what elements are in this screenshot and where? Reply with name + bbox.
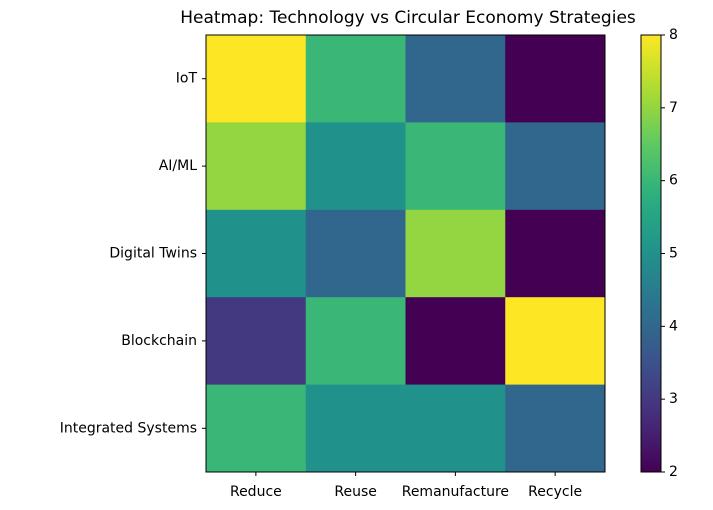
heatmap-cell — [305, 209, 406, 298]
colorbar-tick-label: 2 — [669, 464, 678, 480]
colorbar-tick-label: 7 — [669, 100, 678, 116]
heatmap-cell — [405, 384, 506, 473]
heatmap-cell — [206, 209, 307, 298]
colorbar — [640, 34, 662, 473]
chart-title: Heatmap: Technology vs Circular Economy … — [180, 8, 636, 28]
colorbar-tick-label: 8 — [669, 27, 678, 43]
heatmap-cell — [305, 35, 406, 123]
y-tick-label: Integrated Systems — [60, 420, 197, 436]
colorbar-tick-label: 5 — [669, 246, 678, 262]
heatmap-cell — [505, 209, 606, 298]
colorbar-tick-label: 4 — [669, 318, 678, 334]
heatmap-cell — [405, 297, 506, 386]
heatmap-cell — [505, 297, 606, 386]
heatmap-cell — [305, 122, 406, 211]
heatmap-cell — [206, 35, 307, 123]
heatmap-cell — [405, 122, 506, 211]
heatmap-cell — [505, 35, 606, 123]
x-tick-label: Recycle — [528, 484, 582, 500]
heatmap-cell — [206, 384, 307, 473]
y-tick-label: Digital Twins — [109, 246, 197, 262]
heatmap-cell — [305, 297, 406, 386]
heatmap-cell — [505, 122, 606, 211]
x-tick-label: Reduce — [230, 484, 282, 500]
heatmap-cell — [405, 35, 506, 123]
heatmap-cell — [405, 209, 506, 298]
colorbar-tick-label: 3 — [669, 391, 678, 407]
heatmap-cell — [206, 122, 307, 211]
x-tick-label: Remanufacture — [402, 484, 509, 500]
y-tick-label: Blockchain — [121, 333, 197, 349]
y-tick-label: AI/ML — [159, 158, 198, 174]
x-tick-label: Reuse — [334, 484, 377, 500]
colorbar-tick-label: 6 — [669, 173, 678, 189]
y-tick-label: IoT — [176, 71, 198, 87]
heatmap-cell — [305, 384, 406, 473]
heatmap-cell — [505, 384, 606, 473]
heatmap-cell — [206, 297, 307, 386]
